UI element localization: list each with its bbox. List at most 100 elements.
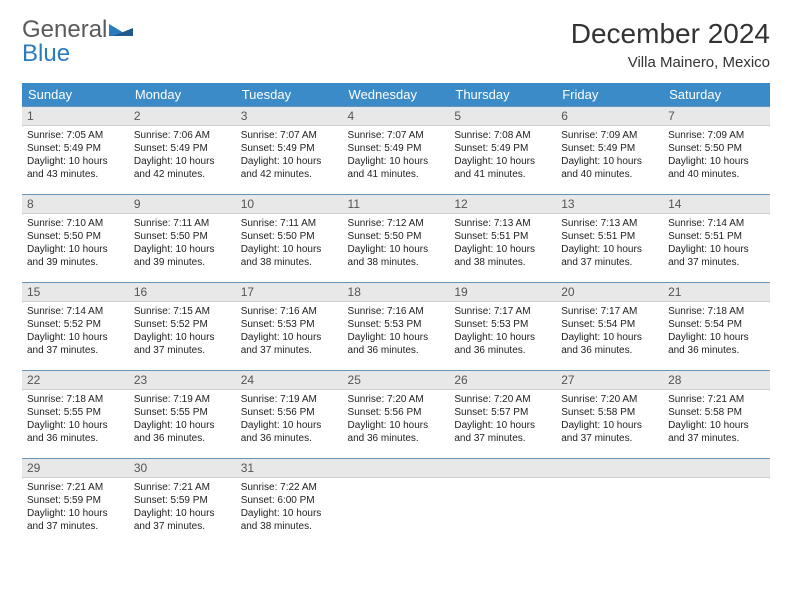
sunset-text: Sunset: 5:49 PM (454, 142, 551, 155)
calendar-cell (449, 459, 556, 547)
calendar-cell: 8Sunrise: 7:10 AMSunset: 5:50 PMDaylight… (22, 195, 129, 283)
calendar-cell: 15Sunrise: 7:14 AMSunset: 5:52 PMDayligh… (22, 283, 129, 371)
sunrise-text: Sunrise: 7:06 AM (134, 129, 231, 142)
calendar-cell: 31Sunrise: 7:22 AMSunset: 6:00 PMDayligh… (236, 459, 343, 547)
day-number: 21 (663, 283, 770, 302)
calendar-cell: 25Sunrise: 7:20 AMSunset: 5:56 PMDayligh… (343, 371, 450, 459)
sunrise-text: Sunrise: 7:14 AM (668, 217, 765, 230)
day-number: 10 (236, 195, 343, 214)
sunrise-text: Sunrise: 7:16 AM (348, 305, 445, 318)
sunset-text: Sunset: 5:56 PM (348, 406, 445, 419)
sunrise-text: Sunrise: 7:07 AM (241, 129, 338, 142)
calendar-table: Sunday Monday Tuesday Wednesday Thursday… (22, 83, 770, 547)
day-number: 14 (663, 195, 770, 214)
day-number: 17 (236, 283, 343, 302)
sunrise-text: Sunrise: 7:18 AM (668, 305, 765, 318)
day-number-empty (343, 459, 450, 478)
daylight-text: Daylight: 10 hours and 36 minutes. (668, 331, 765, 357)
calendar-cell: 2Sunrise: 7:06 AMSunset: 5:49 PMDaylight… (129, 107, 236, 195)
logo-word1: General (22, 16, 107, 43)
day-number: 20 (556, 283, 663, 302)
weekday-header: Sunday (22, 83, 129, 107)
logo-word2: Blue (22, 40, 70, 67)
day-number: 12 (449, 195, 556, 214)
day-details: Sunrise: 7:20 AMSunset: 5:58 PMDaylight:… (556, 390, 663, 448)
calendar-cell: 17Sunrise: 7:16 AMSunset: 5:53 PMDayligh… (236, 283, 343, 371)
calendar-cell: 4Sunrise: 7:07 AMSunset: 5:49 PMDaylight… (343, 107, 450, 195)
sunrise-text: Sunrise: 7:15 AM (134, 305, 231, 318)
title-block: December 2024 Villa Mainero, Mexico (571, 18, 770, 71)
day-details: Sunrise: 7:12 AMSunset: 5:50 PMDaylight:… (343, 214, 450, 272)
calendar-cell: 12Sunrise: 7:13 AMSunset: 5:51 PMDayligh… (449, 195, 556, 283)
day-details: Sunrise: 7:17 AMSunset: 5:54 PMDaylight:… (556, 302, 663, 360)
calendar-cell: 22Sunrise: 7:18 AMSunset: 5:55 PMDayligh… (22, 371, 129, 459)
day-number: 18 (343, 283, 450, 302)
calendar-row: 29Sunrise: 7:21 AMSunset: 5:59 PMDayligh… (22, 459, 770, 547)
daylight-text: Daylight: 10 hours and 39 minutes. (27, 243, 124, 269)
day-details: Sunrise: 7:15 AMSunset: 5:52 PMDaylight:… (129, 302, 236, 360)
weekday-header: Friday (556, 83, 663, 107)
daylight-text: Daylight: 10 hours and 40 minutes. (668, 155, 765, 181)
sunset-text: Sunset: 5:58 PM (668, 406, 765, 419)
daylight-text: Daylight: 10 hours and 39 minutes. (134, 243, 231, 269)
daylight-text: Daylight: 10 hours and 36 minutes. (348, 419, 445, 445)
daylight-text: Daylight: 10 hours and 37 minutes. (668, 419, 765, 445)
day-details: Sunrise: 7:22 AMSunset: 6:00 PMDaylight:… (236, 478, 343, 536)
sunset-text: Sunset: 5:59 PM (27, 494, 124, 507)
sunrise-text: Sunrise: 7:19 AM (241, 393, 338, 406)
day-details: Sunrise: 7:09 AMSunset: 5:50 PMDaylight:… (663, 126, 770, 184)
day-number-empty (556, 459, 663, 478)
calendar-cell (343, 459, 450, 547)
daylight-text: Daylight: 10 hours and 36 minutes. (241, 419, 338, 445)
sunset-text: Sunset: 5:54 PM (668, 318, 765, 331)
sunset-text: Sunset: 5:59 PM (134, 494, 231, 507)
day-details: Sunrise: 7:05 AMSunset: 5:49 PMDaylight:… (22, 126, 129, 184)
sunrise-text: Sunrise: 7:20 AM (454, 393, 551, 406)
sunset-text: Sunset: 5:53 PM (454, 318, 551, 331)
sunrise-text: Sunrise: 7:17 AM (561, 305, 658, 318)
day-number: 9 (129, 195, 236, 214)
weekday-header: Thursday (449, 83, 556, 107)
sunset-text: Sunset: 5:51 PM (454, 230, 551, 243)
daylight-text: Daylight: 10 hours and 37 minutes. (134, 507, 231, 533)
sunset-text: Sunset: 5:58 PM (561, 406, 658, 419)
sunset-text: Sunset: 5:50 PM (134, 230, 231, 243)
day-details: Sunrise: 7:21 AMSunset: 5:59 PMDaylight:… (129, 478, 236, 536)
sunset-text: Sunset: 5:54 PM (561, 318, 658, 331)
calendar-cell: 7Sunrise: 7:09 AMSunset: 5:50 PMDaylight… (663, 107, 770, 195)
day-details: Sunrise: 7:21 AMSunset: 5:59 PMDaylight:… (22, 478, 129, 536)
day-number: 15 (22, 283, 129, 302)
daylight-text: Daylight: 10 hours and 37 minutes. (134, 331, 231, 357)
daylight-text: Daylight: 10 hours and 36 minutes. (134, 419, 231, 445)
day-number: 2 (129, 107, 236, 126)
calendar-cell: 6Sunrise: 7:09 AMSunset: 5:49 PMDaylight… (556, 107, 663, 195)
sunset-text: Sunset: 5:51 PM (668, 230, 765, 243)
daylight-text: Daylight: 10 hours and 36 minutes. (561, 331, 658, 357)
calendar-cell: 5Sunrise: 7:08 AMSunset: 5:49 PMDaylight… (449, 107, 556, 195)
day-number: 24 (236, 371, 343, 390)
daylight-text: Daylight: 10 hours and 41 minutes. (454, 155, 551, 181)
sunrise-text: Sunrise: 7:13 AM (454, 217, 551, 230)
day-details: Sunrise: 7:17 AMSunset: 5:53 PMDaylight:… (449, 302, 556, 360)
sunset-text: Sunset: 5:51 PM (561, 230, 658, 243)
day-number: 28 (663, 371, 770, 390)
page-title: December 2024 (571, 18, 770, 50)
sunset-text: Sunset: 6:00 PM (241, 494, 338, 507)
calendar-cell: 26Sunrise: 7:20 AMSunset: 5:57 PMDayligh… (449, 371, 556, 459)
calendar-cell: 23Sunrise: 7:19 AMSunset: 5:55 PMDayligh… (129, 371, 236, 459)
sunrise-text: Sunrise: 7:08 AM (454, 129, 551, 142)
sunrise-text: Sunrise: 7:21 AM (134, 481, 231, 494)
sunrise-text: Sunrise: 7:21 AM (27, 481, 124, 494)
day-number: 22 (22, 371, 129, 390)
daylight-text: Daylight: 10 hours and 36 minutes. (454, 331, 551, 357)
calendar-cell: 13Sunrise: 7:13 AMSunset: 5:51 PMDayligh… (556, 195, 663, 283)
sunset-text: Sunset: 5:57 PM (454, 406, 551, 419)
sunrise-text: Sunrise: 7:13 AM (561, 217, 658, 230)
sunrise-text: Sunrise: 7:09 AM (561, 129, 658, 142)
day-number: 27 (556, 371, 663, 390)
day-number: 31 (236, 459, 343, 478)
sunrise-text: Sunrise: 7:09 AM (668, 129, 765, 142)
day-details: Sunrise: 7:08 AMSunset: 5:49 PMDaylight:… (449, 126, 556, 184)
day-number: 5 (449, 107, 556, 126)
sunset-text: Sunset: 5:53 PM (241, 318, 338, 331)
